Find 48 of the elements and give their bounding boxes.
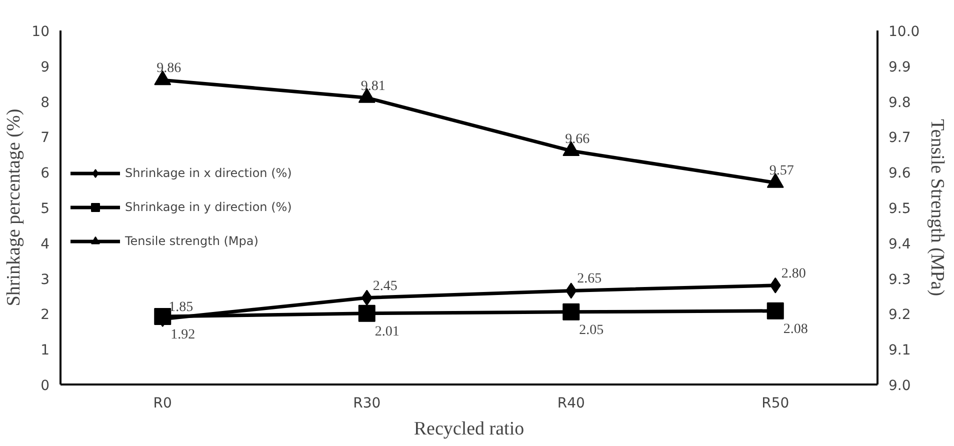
data-label: 1.85: [168, 300, 194, 316]
data-label: 2.45: [372, 278, 398, 294]
x-tick-label: R30: [353, 396, 381, 412]
y-tick-label: 10: [32, 24, 50, 40]
y2-tick-label: 9.3: [888, 272, 911, 288]
y2-tick-label: 10.0: [888, 24, 920, 40]
y2-tick-label: 9.9: [888, 59, 911, 76]
x-tick-label: R50: [762, 396, 790, 412]
y2-tick-label: 9.1: [888, 342, 911, 359]
data-label: 2.80: [781, 266, 806, 282]
data-label: 1.92: [170, 328, 196, 343]
x-axis-title: Recycled ratio: [414, 418, 524, 440]
point: [562, 303, 580, 320]
point: [358, 304, 376, 322]
y2-tick-label: 9.8: [888, 94, 911, 111]
point: [766, 302, 784, 320]
legend-label: Tensile strength (Mpa): [125, 234, 258, 248]
y-tick-label: 3: [40, 272, 50, 288]
data-label: 9.81: [360, 78, 386, 94]
data-label: 2.01: [374, 324, 400, 340]
y-tick-label: 0: [40, 378, 50, 394]
y2-tick-label: 9.0: [888, 378, 911, 394]
legend-label: Shrinkage in y direction (%): [125, 200, 292, 214]
y2-tick-label: 9.6: [888, 166, 911, 182]
x-tick-label: R0: [153, 396, 172, 412]
y2-axis-title: Tensile Strength (MPa): [926, 118, 948, 296]
data-label: 2.65: [577, 272, 602, 287]
y-tick-label: 6: [40, 166, 50, 182]
data-label: 9.57: [769, 164, 794, 179]
x-tick-label: R40: [557, 396, 585, 412]
data-label: 2.05: [579, 322, 604, 338]
data-label: 9.86: [156, 61, 182, 76]
y-tick-label: 1: [40, 342, 50, 359]
y-axis-title: Shrinkage percentage (%): [4, 108, 25, 306]
y-tick-label: 2: [40, 307, 50, 324]
y2-tick-label: 9.4: [888, 236, 911, 252]
point: [154, 308, 172, 326]
y-tick-label: 8: [40, 94, 50, 111]
y2-tick-label: 9.7: [888, 130, 911, 146]
y-tick-label: 5: [40, 201, 50, 217]
data-label: 9.66: [565, 132, 590, 147]
y-tick-label: 4: [40, 236, 50, 252]
legend-label: Shrinkage in x direction (%): [125, 166, 292, 180]
data-label: 2.08: [783, 322, 808, 337]
y2-tick-label: 9.2: [888, 307, 911, 324]
y-tick-label: 7: [40, 130, 50, 146]
y-tick-label: 9: [40, 59, 50, 76]
y2-tick-label: 9.5: [888, 201, 911, 217]
